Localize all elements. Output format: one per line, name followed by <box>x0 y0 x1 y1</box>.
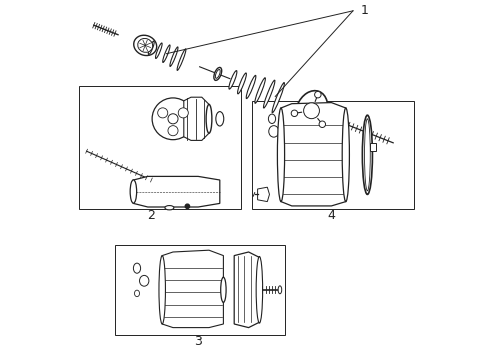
Ellipse shape <box>255 78 266 103</box>
Ellipse shape <box>264 80 275 108</box>
Circle shape <box>168 126 178 136</box>
Ellipse shape <box>214 67 221 80</box>
Ellipse shape <box>134 290 140 297</box>
Ellipse shape <box>342 108 349 202</box>
Ellipse shape <box>269 126 279 137</box>
Ellipse shape <box>216 69 220 78</box>
Ellipse shape <box>246 75 256 99</box>
Bar <box>370 143 376 151</box>
Ellipse shape <box>269 114 275 123</box>
Ellipse shape <box>163 45 170 62</box>
Ellipse shape <box>256 256 263 323</box>
Ellipse shape <box>165 206 174 210</box>
Circle shape <box>168 114 178 124</box>
Bar <box>252 101 414 209</box>
Polygon shape <box>162 250 223 328</box>
Ellipse shape <box>315 91 321 98</box>
Polygon shape <box>281 103 346 206</box>
Ellipse shape <box>134 35 157 55</box>
Ellipse shape <box>130 180 137 203</box>
Ellipse shape <box>272 82 284 113</box>
Polygon shape <box>234 252 259 328</box>
Ellipse shape <box>138 39 153 52</box>
Text: 4: 4 <box>327 209 335 222</box>
Circle shape <box>178 108 188 118</box>
Text: 3: 3 <box>194 335 202 348</box>
Polygon shape <box>184 97 209 140</box>
Ellipse shape <box>133 263 141 273</box>
Ellipse shape <box>155 43 162 58</box>
Ellipse shape <box>216 112 224 126</box>
Ellipse shape <box>319 121 325 127</box>
Ellipse shape <box>291 110 298 117</box>
Ellipse shape <box>278 286 282 294</box>
Polygon shape <box>258 187 270 202</box>
Bar <box>116 245 285 335</box>
Text: 1: 1 <box>360 4 368 17</box>
Polygon shape <box>133 176 220 207</box>
Ellipse shape <box>206 104 212 133</box>
Ellipse shape <box>220 277 226 302</box>
Circle shape <box>152 98 194 140</box>
Ellipse shape <box>159 256 166 324</box>
Ellipse shape <box>177 49 186 71</box>
Circle shape <box>304 103 319 119</box>
Ellipse shape <box>365 119 370 191</box>
Circle shape <box>158 108 168 118</box>
Circle shape <box>185 204 190 208</box>
Ellipse shape <box>277 108 285 202</box>
Ellipse shape <box>295 91 328 131</box>
Ellipse shape <box>140 275 149 286</box>
Bar <box>79 86 242 209</box>
Ellipse shape <box>238 73 246 94</box>
Ellipse shape <box>148 41 154 54</box>
Ellipse shape <box>363 115 372 194</box>
Ellipse shape <box>170 47 178 66</box>
Ellipse shape <box>229 71 237 89</box>
Text: 2: 2 <box>147 209 155 222</box>
